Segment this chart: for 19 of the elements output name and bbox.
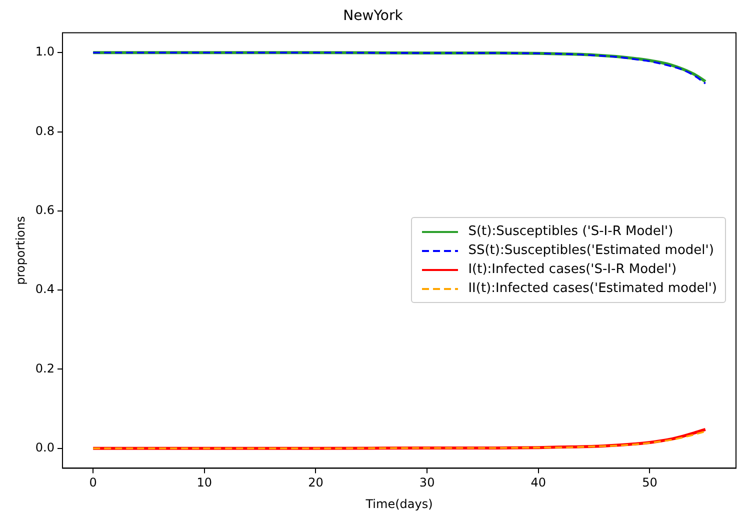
x-tick-label: 0 xyxy=(89,476,97,490)
y-axis-title: proportions xyxy=(13,216,28,285)
y-tick-label: 0.0 xyxy=(35,440,54,455)
legend-label: SS(t):Susceptibles('Estimated model') xyxy=(468,242,714,260)
y-tick-label: 0.8 xyxy=(35,124,54,138)
y-tick-label: 0.2 xyxy=(35,361,54,376)
y-tick-label: 1.0 xyxy=(35,44,54,59)
x-tick-label: 40 xyxy=(530,476,546,490)
x-tick-label: 20 xyxy=(308,476,324,490)
y-tick-label: 0.4 xyxy=(35,282,54,296)
legend-label: I(t):Infected cases('S-I-R Model') xyxy=(468,261,677,279)
y-tick-label: 0.6 xyxy=(35,203,54,218)
x-tick-label: 30 xyxy=(419,476,435,490)
legend-label: II(t):Infected cases('Estimated model') xyxy=(468,280,717,298)
legend-label: S(t):Susceptibles ('S-I-R Model') xyxy=(468,223,674,241)
x-axis-title: Time(days) xyxy=(364,496,433,511)
x-tick-label: 50 xyxy=(642,476,658,490)
chart-title: NewYork xyxy=(343,8,404,24)
x-tick-label: 10 xyxy=(196,476,212,490)
